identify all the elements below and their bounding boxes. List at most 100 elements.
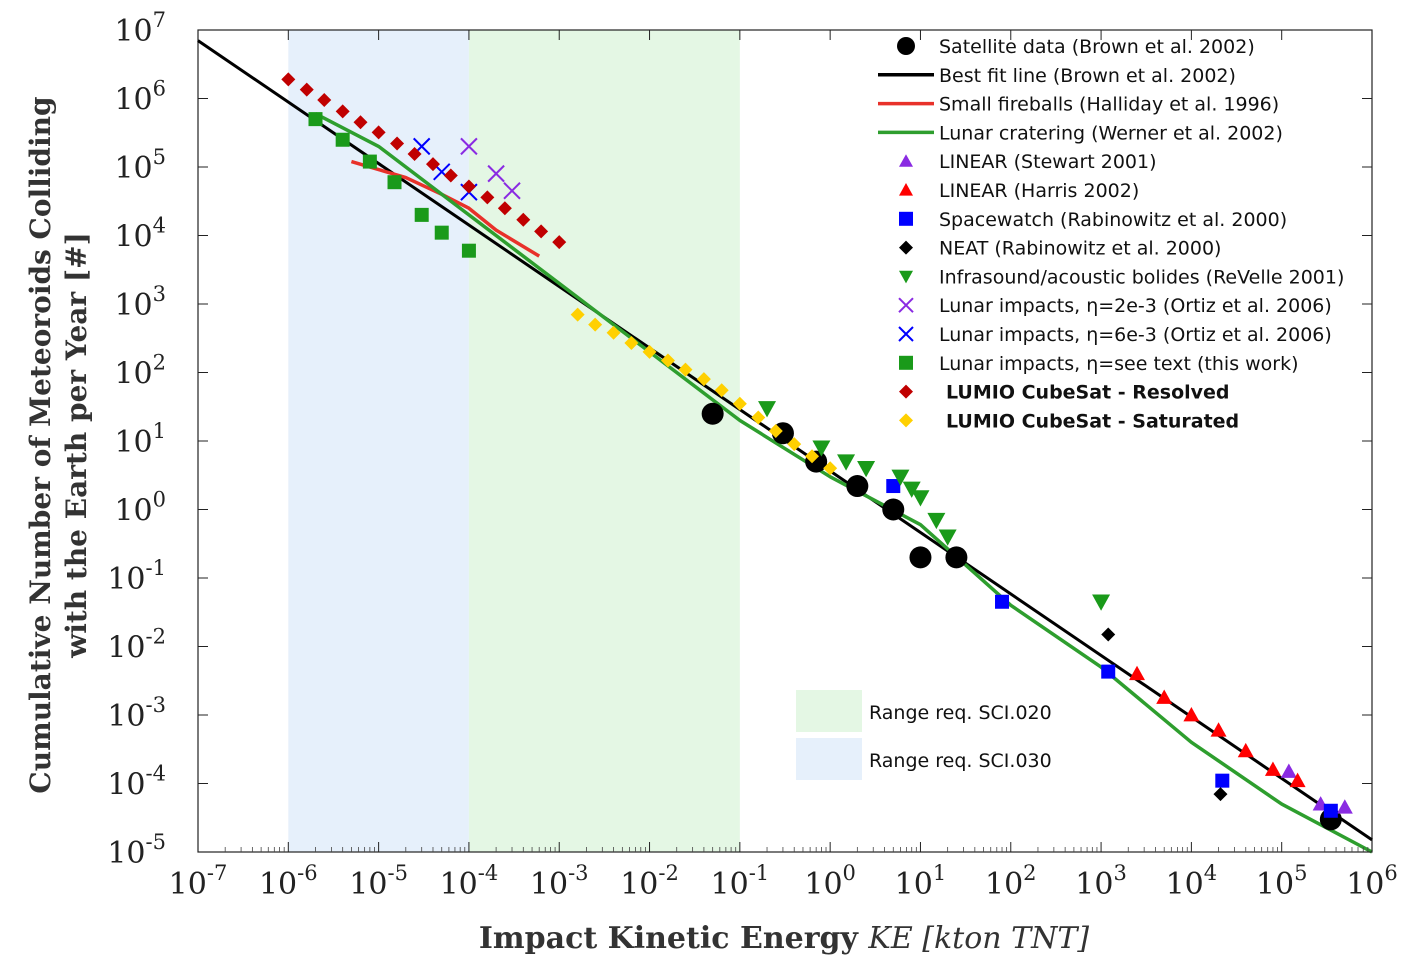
data-point-9	[487, 164, 505, 183]
x-tick-label: 100	[804, 861, 856, 902]
axis-ticks: 10-7 10-6 10-5 10-4 10-3 10-2 10-1 100 101 102 103…	[107, 8, 1397, 902]
series-line-2	[350, 159, 541, 258]
y-tick-base: 10	[114, 494, 152, 529]
x-tick-label: 106	[1346, 861, 1398, 902]
legend-marker-11	[899, 355, 913, 370]
data-point-5	[1156, 689, 1173, 704]
data-point-11	[335, 132, 350, 147]
legend-marker-9	[898, 297, 914, 313]
data-point-12	[516, 212, 531, 227]
data-point-13	[714, 383, 729, 398]
legend-label-0: Satellite data (Brown et al. 2002)	[939, 36, 1255, 58]
legend-label-7: NEAT (Rabinowitz et al. 2000)	[939, 238, 1221, 260]
y-tick-exponent: 2	[153, 351, 166, 375]
data-point-0	[945, 546, 968, 569]
y-tick-exponent: -4	[146, 762, 166, 786]
data-point-13	[570, 307, 585, 322]
y-tick-label: 10-4	[107, 762, 166, 803]
data-point-12	[407, 146, 422, 161]
x-tick-base: 10	[895, 867, 933, 902]
data-point-5	[1289, 772, 1306, 788]
y-tick-label: 10-2	[107, 625, 166, 666]
data-point-12	[497, 201, 512, 216]
x-axis-label-text: Impact Kinetic Energy	[479, 921, 860, 956]
x-tick-base: 10	[259, 867, 297, 902]
data-point-7	[1213, 787, 1228, 802]
y-tick-base: 10	[114, 14, 152, 49]
data-point-12	[534, 224, 549, 239]
data-point-12	[353, 115, 368, 130]
data-point-8	[938, 529, 957, 546]
data-point-8	[758, 401, 777, 418]
x-tick-exponent: 4	[1204, 861, 1217, 885]
data-point-4	[1336, 799, 1353, 814]
y-tick-label: 106	[114, 77, 166, 118]
y-tick-base: 10	[114, 288, 152, 323]
data-point-13	[805, 449, 820, 464]
y-tick-label: 105	[114, 145, 166, 186]
series-line-3	[314, 112, 1373, 854]
data-point-12	[371, 125, 386, 140]
x-tick-label: 10-6	[259, 861, 318, 902]
data-point-6	[1323, 803, 1338, 818]
y-tick-label: 10-5	[107, 830, 166, 871]
y-axis-label-line1: Cumulative Number of Meteoroids Collidin…	[24, 96, 57, 793]
data-point-9	[460, 137, 478, 156]
x-tick-label: 10-3	[530, 861, 589, 902]
legend-marker-5	[899, 183, 913, 196]
data-point-8	[837, 454, 856, 471]
data-point-12	[335, 104, 350, 119]
y-tick-exponent: 0	[153, 488, 166, 512]
x-tick-label: 10-7	[169, 861, 228, 902]
legend-label-13: LUMIO CubeSat - Saturated	[946, 410, 1239, 432]
x-tick-base: 10	[1075, 867, 1113, 902]
data-point-12	[317, 93, 332, 108]
y-tick-label: 104	[114, 214, 166, 255]
shaded-range-1	[468, 30, 740, 852]
range-legend-swatch-1	[796, 738, 862, 780]
data-point-12	[425, 157, 440, 172]
legend-label-10: Lunar impacts, η=6e-3 (Ortiz et al. 2006…	[939, 324, 1332, 346]
y-tick-label: 101	[114, 419, 166, 460]
data-point-7	[1101, 627, 1116, 642]
y-axis-label-line2: with the Earth per Year [#]	[60, 232, 93, 659]
legend-marker-13	[899, 413, 913, 428]
x-tick-exponent: 5	[1294, 861, 1307, 885]
y-tick-label: 10-3	[107, 693, 166, 734]
data-point-13	[823, 461, 838, 476]
range-legend-swatch-0	[796, 690, 862, 732]
data-point-12	[461, 179, 476, 194]
data-point-8	[911, 490, 930, 507]
x-tick-base: 10	[620, 867, 658, 902]
legend-label-5: LINEAR (Harris 2002)	[939, 180, 1139, 202]
legend-label-8: Infrasound/acoustic bolides (ReVelle 200…	[939, 266, 1344, 288]
data-point-13	[732, 396, 747, 411]
x-tick-exponent: 3	[1113, 861, 1126, 885]
data-point-0	[701, 402, 724, 425]
y-tick-label: 103	[114, 282, 166, 323]
range-legend: Range req. SCI.020 Range req. SCI.030	[796, 690, 1052, 780]
data-point-13	[751, 410, 766, 425]
legend-marker-8	[899, 270, 913, 284]
y-axis-label: Cumulative Number of Meteoroids Collidin…	[24, 96, 93, 793]
shaded-ranges	[288, 30, 740, 852]
data-point-5	[1129, 665, 1146, 681]
data-point-13	[642, 344, 657, 359]
data-point-13	[787, 437, 802, 452]
y-tick-base: 10	[114, 357, 152, 392]
y-tick-base: 10	[114, 425, 152, 460]
x-tick-label: 104	[1166, 861, 1218, 902]
legend: Satellite data (Brown et al. 2002) Best f…	[878, 36, 1344, 432]
x-tick-exponent: -2	[658, 861, 678, 885]
data-point-13	[606, 325, 621, 340]
y-tick-base: 10	[114, 220, 152, 255]
x-tick-label: 10-5	[349, 861, 408, 902]
legend-label-11: Lunar impacts, η=see text (this work)	[939, 353, 1299, 375]
data-point-12	[552, 235, 567, 250]
y-tick-base: 10	[114, 151, 152, 186]
y-tick-base: 10	[107, 631, 145, 666]
legend-marker-7	[899, 240, 913, 255]
y-tick-exponent: -3	[146, 693, 166, 717]
x-tick-label: 10-4	[440, 861, 499, 902]
